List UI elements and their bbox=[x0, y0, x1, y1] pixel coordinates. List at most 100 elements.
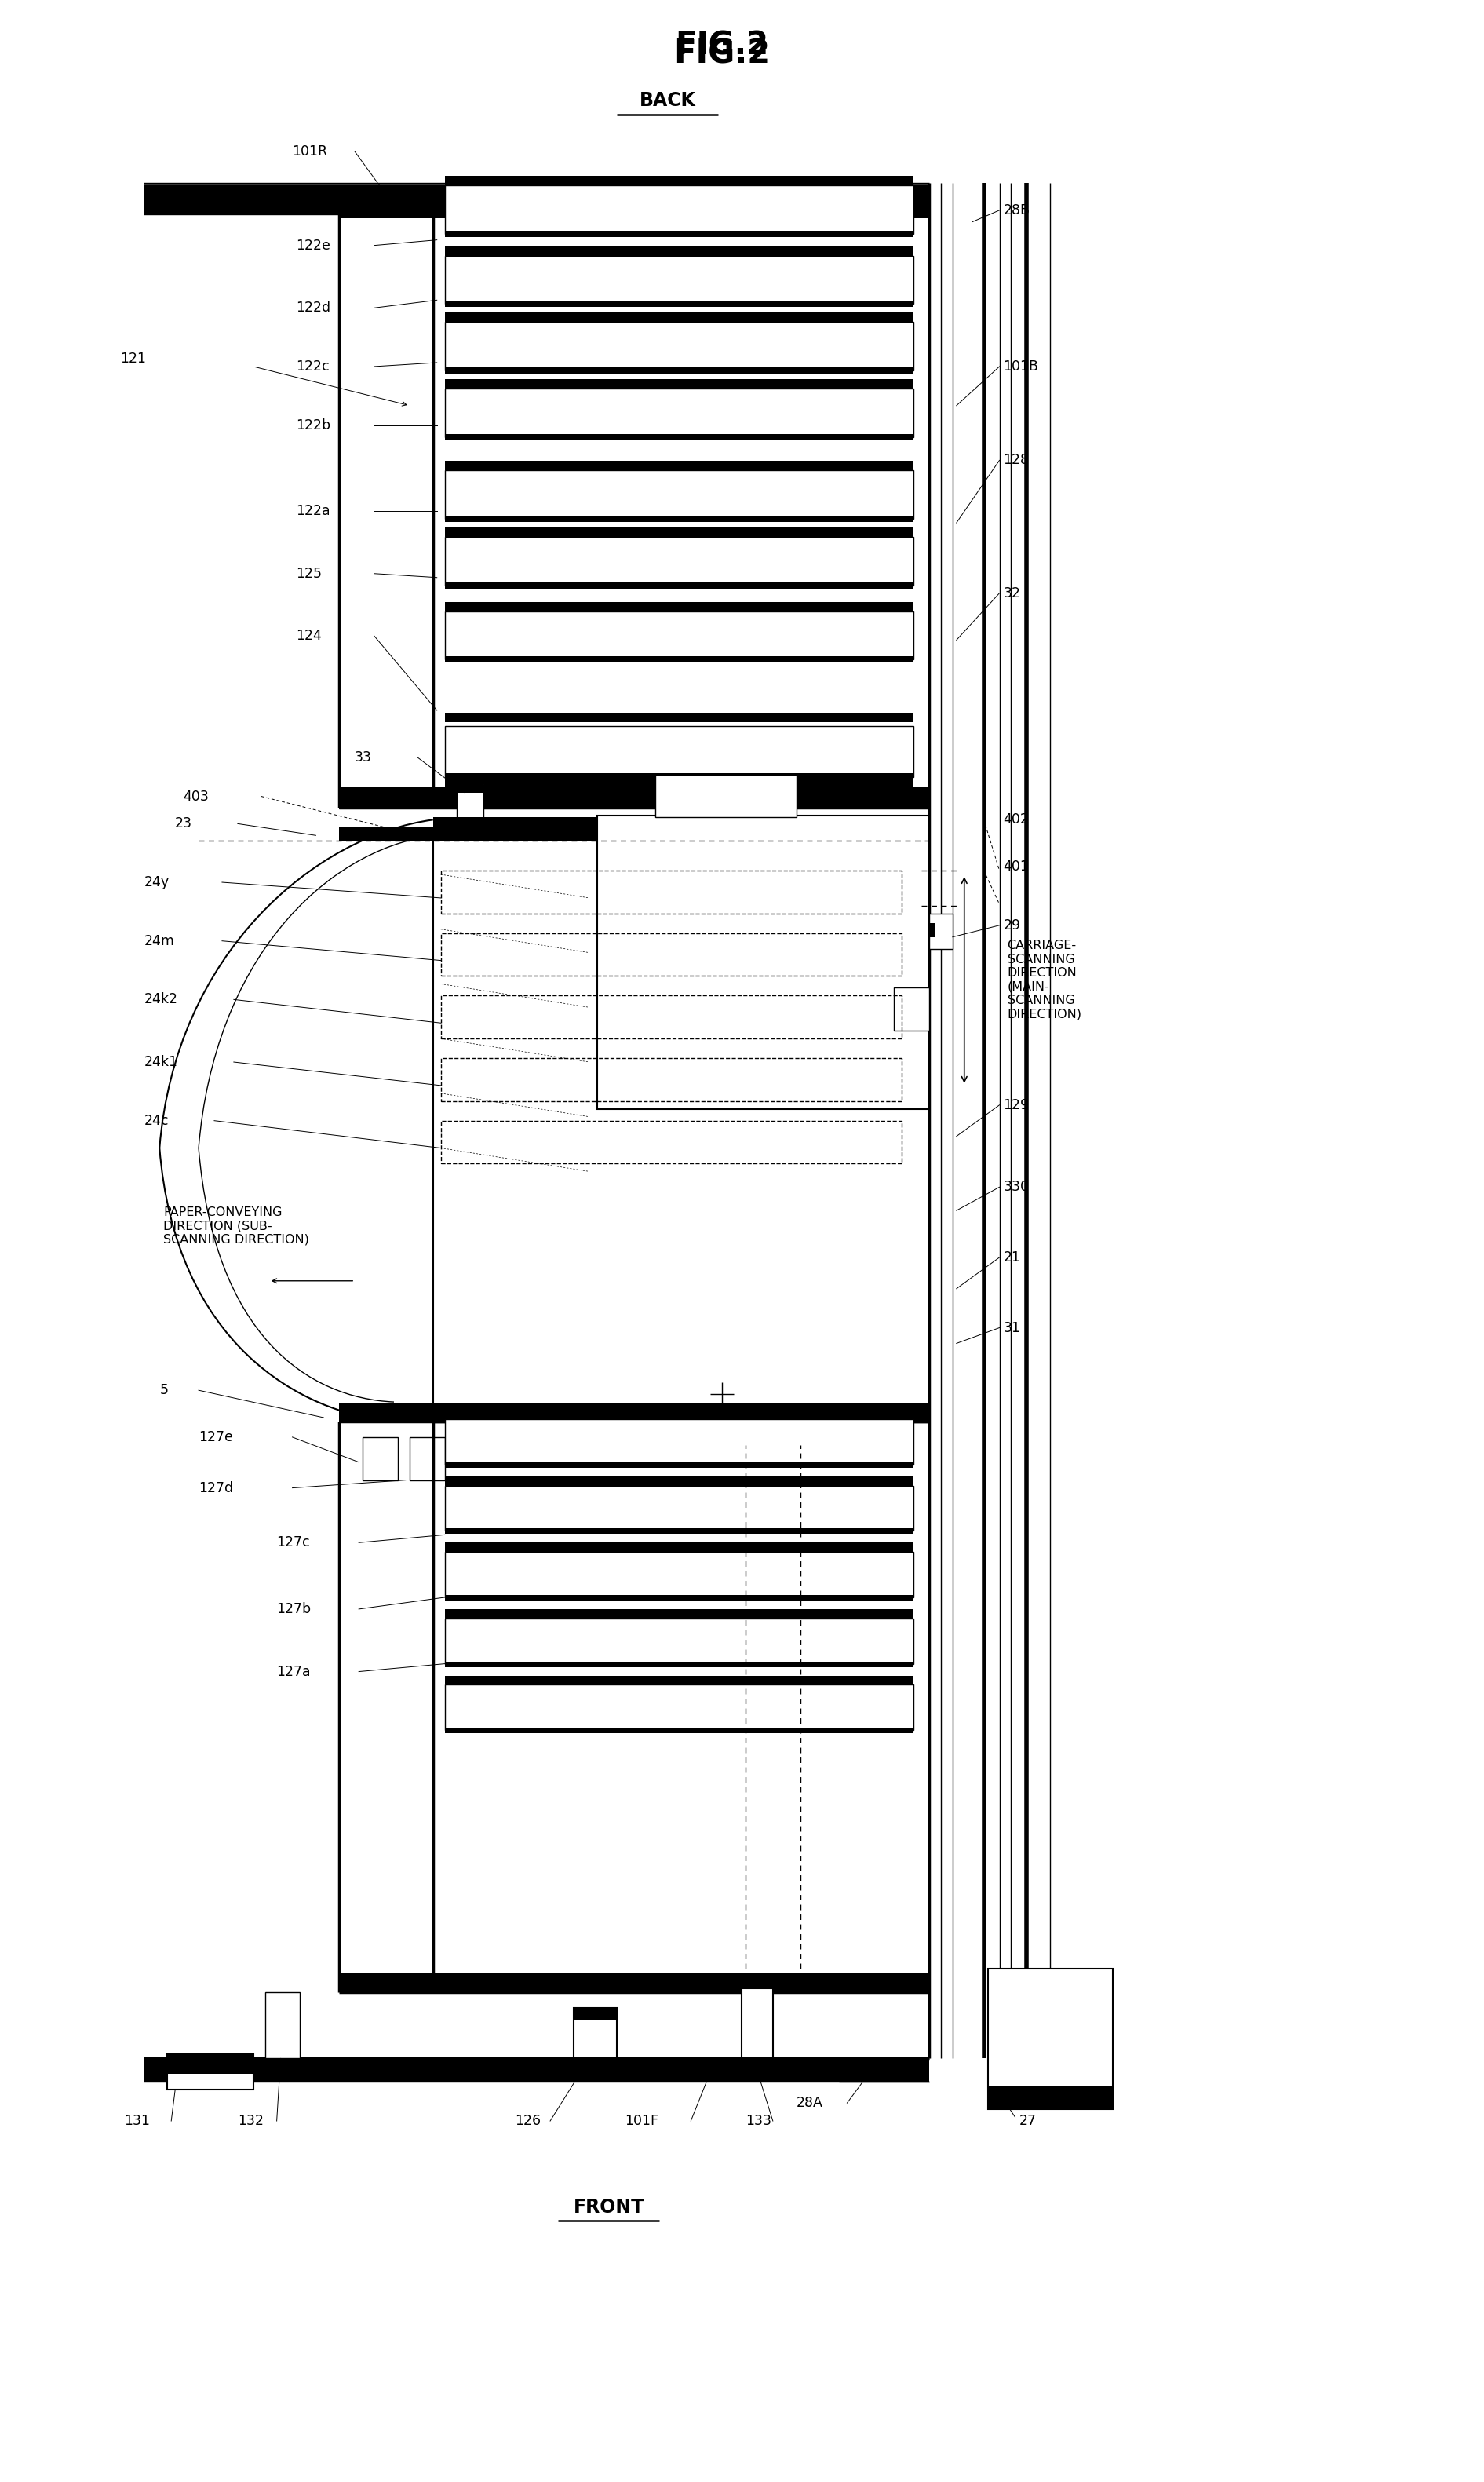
Bar bbox=[840, 2060, 929, 2082]
Text: 101B: 101B bbox=[1003, 360, 1039, 375]
Bar bbox=[266, 1993, 300, 2058]
Bar bbox=[340, 827, 929, 841]
Bar bbox=[441, 995, 902, 1037]
Bar bbox=[445, 583, 914, 588]
Bar bbox=[445, 712, 914, 722]
Text: 403: 403 bbox=[183, 789, 209, 804]
Bar bbox=[445, 313, 914, 323]
Bar bbox=[445, 300, 914, 308]
Bar bbox=[441, 1057, 902, 1102]
Text: 127c: 127c bbox=[276, 1536, 310, 1549]
Text: BACK: BACK bbox=[640, 92, 696, 109]
Bar bbox=[445, 1420, 914, 1464]
Bar bbox=[445, 601, 914, 611]
Text: 33: 33 bbox=[355, 750, 372, 764]
Text: 122a: 122a bbox=[297, 504, 331, 519]
Text: 127e: 127e bbox=[199, 1430, 233, 1445]
Bar bbox=[168, 2055, 254, 2075]
Bar bbox=[445, 727, 914, 777]
Text: 31: 31 bbox=[1003, 1320, 1021, 1335]
Bar bbox=[445, 1660, 914, 1668]
Bar bbox=[144, 2058, 929, 2082]
Text: 128: 128 bbox=[1003, 454, 1030, 467]
Bar bbox=[574, 2008, 616, 2020]
Bar bbox=[445, 1487, 914, 1531]
Bar bbox=[433, 1410, 929, 1422]
Text: CARRIAGE-
SCANNING
DIRECTION
(MAIN-
SCANNING
DIRECTION): CARRIAGE- SCANNING DIRECTION (MAIN- SCAN… bbox=[1008, 941, 1082, 1020]
Text: 24m: 24m bbox=[144, 933, 175, 948]
Bar bbox=[168, 2055, 254, 2090]
Text: PAPER-CONVEYING
DIRECTION (SUB-
SCANNING DIRECTION): PAPER-CONVEYING DIRECTION (SUB- SCANNING… bbox=[163, 1206, 309, 1246]
Bar bbox=[410, 1437, 445, 1479]
Bar bbox=[445, 176, 914, 186]
Text: 21: 21 bbox=[1003, 1251, 1021, 1263]
Bar bbox=[340, 787, 929, 809]
Text: 330: 330 bbox=[1003, 1179, 1030, 1194]
Bar bbox=[445, 516, 914, 521]
Text: 401: 401 bbox=[1003, 859, 1028, 874]
Text: 29: 29 bbox=[1003, 918, 1021, 933]
Text: 24y: 24y bbox=[144, 876, 169, 889]
Bar bbox=[445, 472, 914, 519]
Bar bbox=[445, 1608, 914, 1618]
Bar bbox=[340, 213, 929, 218]
Text: 5: 5 bbox=[160, 1382, 168, 1397]
Text: 124: 124 bbox=[297, 628, 322, 643]
Text: 122c: 122c bbox=[297, 360, 329, 375]
Bar bbox=[362, 1437, 398, 1479]
Text: 28A: 28A bbox=[797, 2095, 824, 2110]
Bar bbox=[445, 1596, 914, 1601]
Bar bbox=[445, 434, 914, 439]
Bar bbox=[445, 1551, 914, 1598]
Bar bbox=[445, 1477, 914, 1487]
Text: 23: 23 bbox=[175, 817, 193, 831]
Bar bbox=[445, 772, 914, 792]
Bar bbox=[441, 1122, 902, 1164]
Bar bbox=[445, 1685, 914, 1730]
Bar bbox=[445, 380, 914, 387]
Text: 32: 32 bbox=[1003, 586, 1021, 601]
Bar bbox=[656, 774, 797, 817]
Bar bbox=[445, 367, 914, 375]
Text: 24k1: 24k1 bbox=[144, 1055, 178, 1070]
Text: 126: 126 bbox=[515, 2115, 542, 2127]
Text: 127d: 127d bbox=[199, 1482, 233, 1494]
Bar bbox=[929, 913, 953, 948]
Bar bbox=[445, 536, 914, 586]
Text: 131: 131 bbox=[125, 2115, 150, 2127]
Text: 127b: 127b bbox=[276, 1601, 312, 1616]
Text: 24c: 24c bbox=[144, 1114, 169, 1127]
Bar bbox=[144, 186, 929, 213]
Bar bbox=[457, 784, 484, 827]
Text: 28B: 28B bbox=[1003, 204, 1030, 218]
Text: FRONT: FRONT bbox=[573, 2197, 644, 2216]
Bar bbox=[574, 2008, 616, 2058]
Bar bbox=[445, 1529, 914, 1534]
Bar bbox=[445, 186, 914, 233]
Bar bbox=[445, 1618, 914, 1663]
Text: 122b: 122b bbox=[297, 417, 331, 432]
Bar bbox=[445, 231, 914, 236]
Text: 402: 402 bbox=[1003, 812, 1028, 827]
Bar bbox=[445, 462, 914, 472]
Bar bbox=[445, 323, 914, 370]
Text: 122d: 122d bbox=[297, 300, 331, 315]
Text: 125: 125 bbox=[297, 566, 322, 581]
Text: 127a: 127a bbox=[276, 1665, 312, 1678]
Text: FIG.2: FIG.2 bbox=[675, 30, 769, 62]
Bar bbox=[445, 387, 914, 437]
Bar bbox=[441, 933, 902, 975]
Bar bbox=[597, 817, 929, 1109]
Text: 132: 132 bbox=[237, 2115, 264, 2127]
Text: 133: 133 bbox=[745, 2115, 772, 2127]
Text: 27: 27 bbox=[1020, 2115, 1036, 2127]
Text: 101F: 101F bbox=[625, 2115, 659, 2127]
Text: 121: 121 bbox=[120, 352, 147, 365]
Bar bbox=[445, 529, 914, 536]
Bar bbox=[445, 1544, 914, 1551]
Bar bbox=[988, 2085, 1113, 2110]
Bar bbox=[445, 1727, 914, 1732]
Bar bbox=[340, 1402, 929, 1422]
Text: FIG.2: FIG.2 bbox=[674, 37, 770, 69]
Bar bbox=[445, 655, 914, 663]
